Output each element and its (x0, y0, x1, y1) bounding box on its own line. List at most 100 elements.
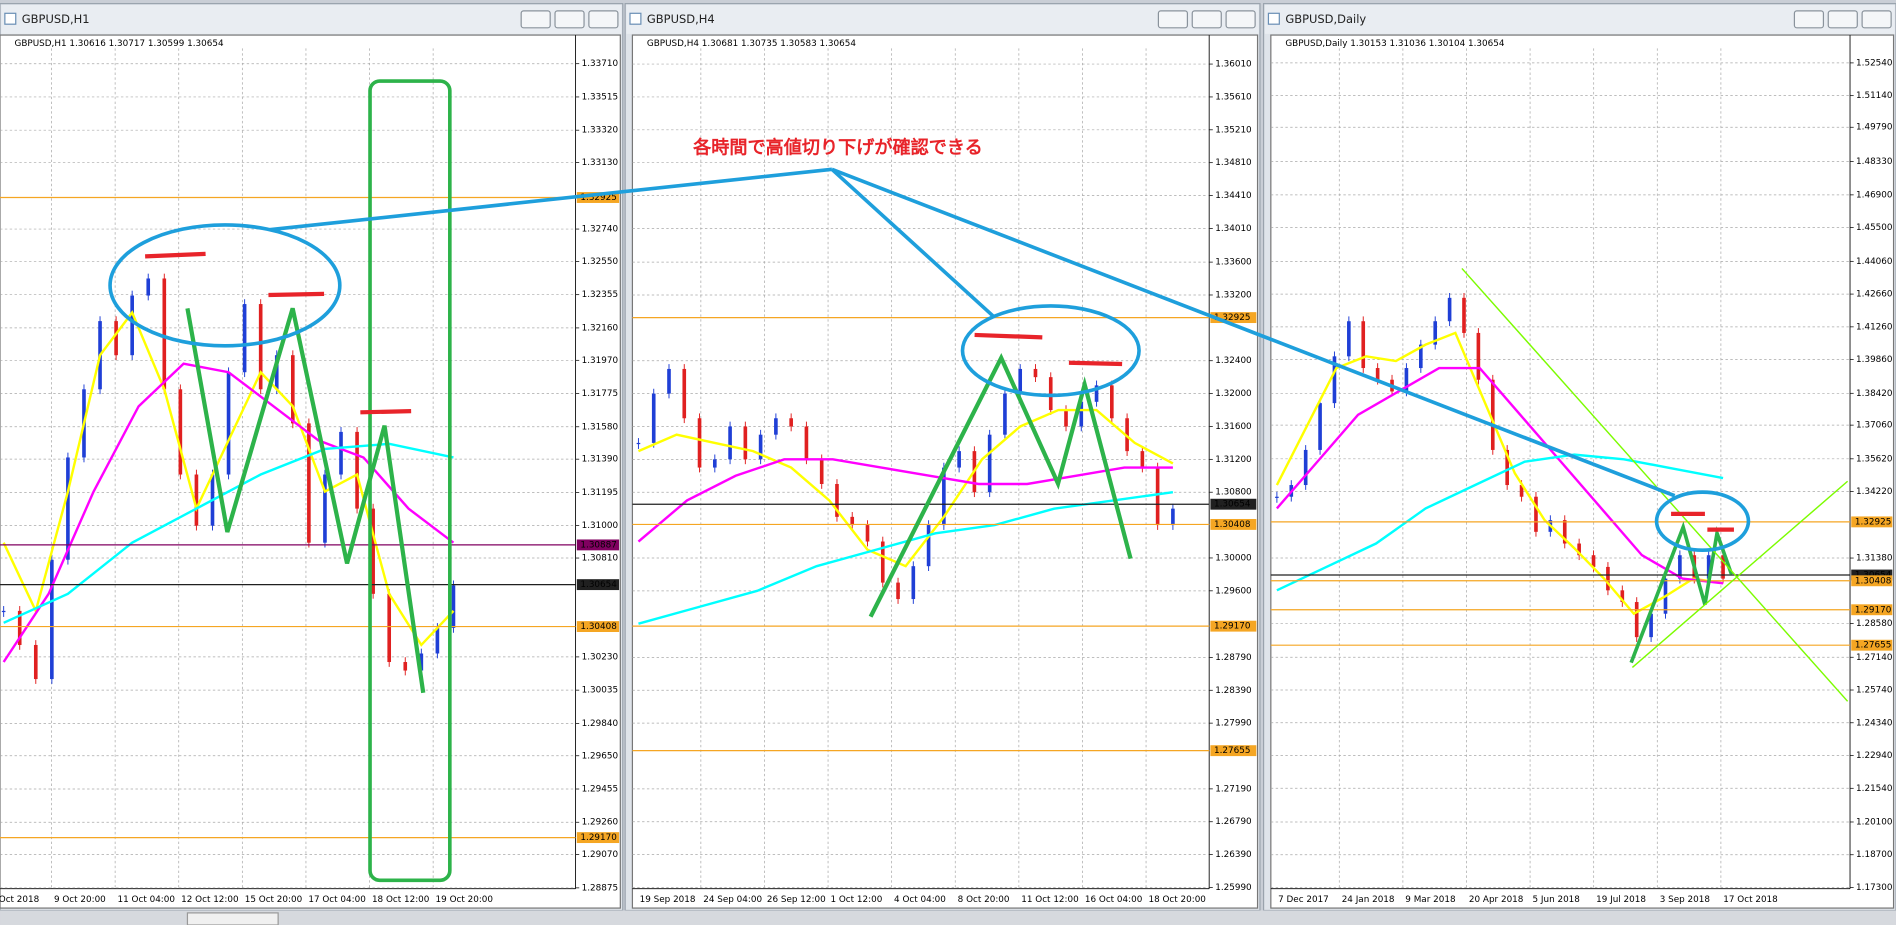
candle (1275, 496, 1279, 498)
candle (339, 431, 343, 475)
candle (1519, 485, 1524, 497)
candle (1303, 449, 1308, 486)
close-button[interactable] (1225, 10, 1256, 29)
y-tick-label: 1.32160 (582, 323, 619, 333)
window-title: GBPUSD,Daily (1285, 12, 1366, 26)
y-tick-label: 1.31380 (1856, 554, 1893, 564)
y-tick-label: 1.44060 (1856, 257, 1893, 267)
candle (1332, 356, 1337, 404)
y-tick-label: 1.30000 (1215, 553, 1252, 563)
y-tick-label: 1.27140 (1856, 653, 1893, 663)
candle (242, 304, 247, 373)
close-button[interactable] (588, 10, 619, 29)
candle (274, 355, 279, 390)
symbol-info: GBPUSD,H1 1.30616 1.30717 1.30599 1.3065… (15, 39, 224, 49)
price-tag (1851, 639, 1893, 651)
candle (50, 559, 54, 680)
candle (1064, 410, 1068, 427)
x-tick-label: 24 Jan 2018 (1342, 895, 1395, 905)
price-tag (1210, 498, 1257, 510)
candle (146, 278, 151, 296)
price-tag (576, 192, 620, 203)
candle (911, 566, 916, 600)
moving-average (637, 458, 1173, 543)
x-tick-label: 12 Oct 12:00 (181, 895, 239, 905)
close-button[interactable] (1861, 10, 1892, 29)
price-tag-label: 1.30887 (580, 540, 616, 550)
y-tick-label: 1.42660 (1856, 290, 1893, 300)
candle (697, 418, 702, 468)
price-tag (1851, 575, 1893, 587)
x-tick-label: 5 Jun 2018 (1533, 895, 1580, 905)
candle (403, 662, 408, 671)
minimize-button[interactable] (1157, 10, 1189, 29)
y-tick-label: 1.31775 (582, 389, 618, 399)
y-tick-label: 1.29260 (582, 818, 619, 828)
price-tag (1851, 569, 1893, 581)
price-tag (576, 579, 620, 591)
y-tick-label: 1.31195 (582, 488, 618, 498)
y-tick-label: 1.18700 (1856, 850, 1893, 860)
candle (1433, 321, 1438, 345)
x-tick-label: 24 Sep 04:00 (703, 895, 762, 905)
minimize-button[interactable] (1793, 10, 1825, 29)
candle (1447, 297, 1452, 322)
y-tick-label: 1.31000 (582, 521, 619, 531)
y-tick-label: 1.34010 (1215, 224, 1252, 234)
moving-average (1275, 366, 1724, 585)
y-tick-label: 1.34220 (1856, 487, 1893, 497)
candle (1171, 508, 1175, 526)
maximize-button[interactable] (1191, 10, 1222, 29)
price-tag (576, 621, 620, 633)
candle (728, 426, 732, 460)
candle (743, 426, 748, 460)
y-tick-label: 1.20100 (1856, 817, 1893, 827)
candle (435, 627, 440, 654)
x-tick-label: 19 Jul 2018 (1596, 895, 1646, 905)
y-tick-label: 1.25990 (1215, 883, 1252, 893)
candle (896, 582, 900, 600)
x-tick-label: 26 Sep 12:00 (767, 895, 826, 905)
y-tick-label: 1.49790 (1856, 123, 1893, 133)
tab[interactable] (186, 912, 279, 925)
x-tick-label: 17 Oct 2018 (1723, 895, 1777, 905)
y-tick-label: 1.39860 (1856, 355, 1893, 365)
candle (880, 541, 885, 583)
y-tick-label: 1.38420 (1856, 389, 1893, 399)
price-tag (576, 832, 620, 844)
price-tag-label: 1.29170 (580, 833, 617, 843)
x-tick-label: 4 Oct 04:00 (894, 895, 946, 905)
y-tick-label: 1.31200 (1215, 455, 1252, 465)
y-tick-label: 1.27190 (1215, 784, 1252, 794)
price-tag (1851, 604, 1893, 616)
x-tick-label: 7 Dec 2017 (1278, 895, 1329, 905)
moving-average (2, 310, 455, 647)
x-tick-label: 8 Oct 20:00 (958, 895, 1010, 905)
y-tick-label: 1.28580 (1856, 619, 1893, 629)
title-bar (626, 4, 1259, 34)
candle (290, 355, 295, 424)
candle (114, 321, 118, 356)
minimize-button[interactable] (520, 10, 551, 29)
x-tick-label: 19 Oct 20:00 (436, 895, 494, 905)
x-tick-label: 15 Oct 20:00 (245, 895, 303, 905)
candle (419, 653, 424, 671)
candle (1534, 496, 1538, 532)
maximize-button[interactable] (1827, 10, 1858, 29)
price-tag-label: 1.27655 (1214, 746, 1250, 756)
candle (1634, 602, 1639, 638)
y-tick-label: 1.32355 (582, 290, 618, 300)
y-tick-label: 1.35620 (1856, 454, 1893, 464)
candle (1404, 368, 1409, 392)
candle (636, 442, 641, 445)
x-tick-label: 19 Sep 2018 (640, 895, 696, 905)
moving-average (1275, 331, 1724, 616)
callout (108, 167, 1751, 552)
candle (774, 418, 778, 435)
candle (1318, 403, 1322, 450)
candle (942, 467, 946, 526)
maximize-button[interactable] (554, 10, 585, 29)
x-tick-label: 8 Oct 2018 (0, 895, 39, 905)
